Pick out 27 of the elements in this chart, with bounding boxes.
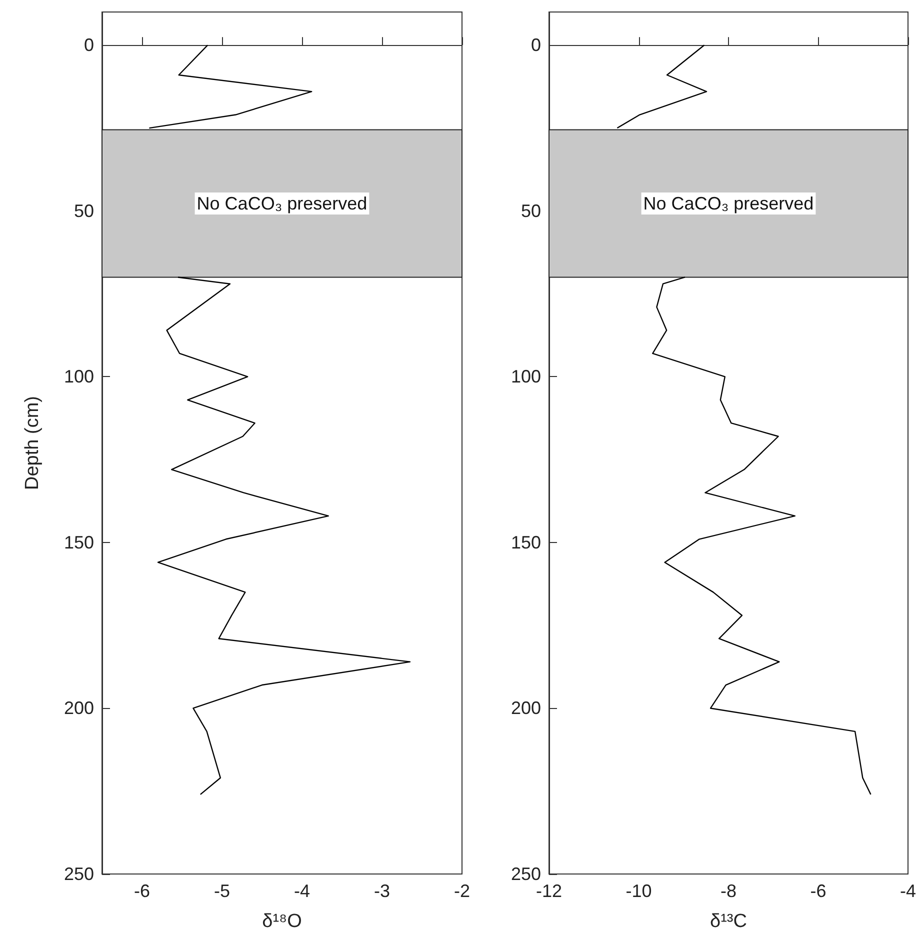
x-axis-title: δ¹⁸O: [262, 911, 302, 932]
band-label: No CaCO₃ preserved: [196, 193, 368, 214]
y-tick-label: 250: [510, 864, 541, 884]
x-tick-label: -4: [900, 881, 916, 901]
y-axis-title: Depth (cm): [22, 396, 43, 490]
x-tick-label: -6: [810, 881, 826, 901]
x-tick-label: -12: [536, 881, 562, 901]
y-tick-label: 200: [64, 698, 94, 718]
x-tick-label: -5: [214, 881, 230, 901]
x-tick-label: -4: [294, 881, 310, 901]
y-tick-label: 150: [510, 532, 541, 552]
y-tick-label: 100: [510, 366, 541, 387]
y-tick-label: 0: [530, 35, 541, 56]
x-axis-title: δ¹³C: [710, 911, 747, 932]
y-tick-label: 250: [64, 864, 94, 884]
x-tick-label: -8: [720, 881, 737, 901]
x-tick-label: -3: [374, 881, 390, 901]
y-tick-label: 0: [84, 35, 94, 56]
x-tick-label: -2: [454, 881, 470, 901]
x-tick-label: -6: [134, 881, 150, 901]
y-tick-label: 50: [74, 200, 94, 221]
x-tick-label: -10: [626, 881, 652, 901]
y-tick-label: 150: [64, 532, 94, 552]
y-tick-label: 200: [510, 698, 541, 718]
band-label: No CaCO₃ preserved: [643, 193, 814, 214]
y-tick-label: 50: [520, 200, 541, 221]
y-tick-label: 100: [64, 366, 94, 387]
